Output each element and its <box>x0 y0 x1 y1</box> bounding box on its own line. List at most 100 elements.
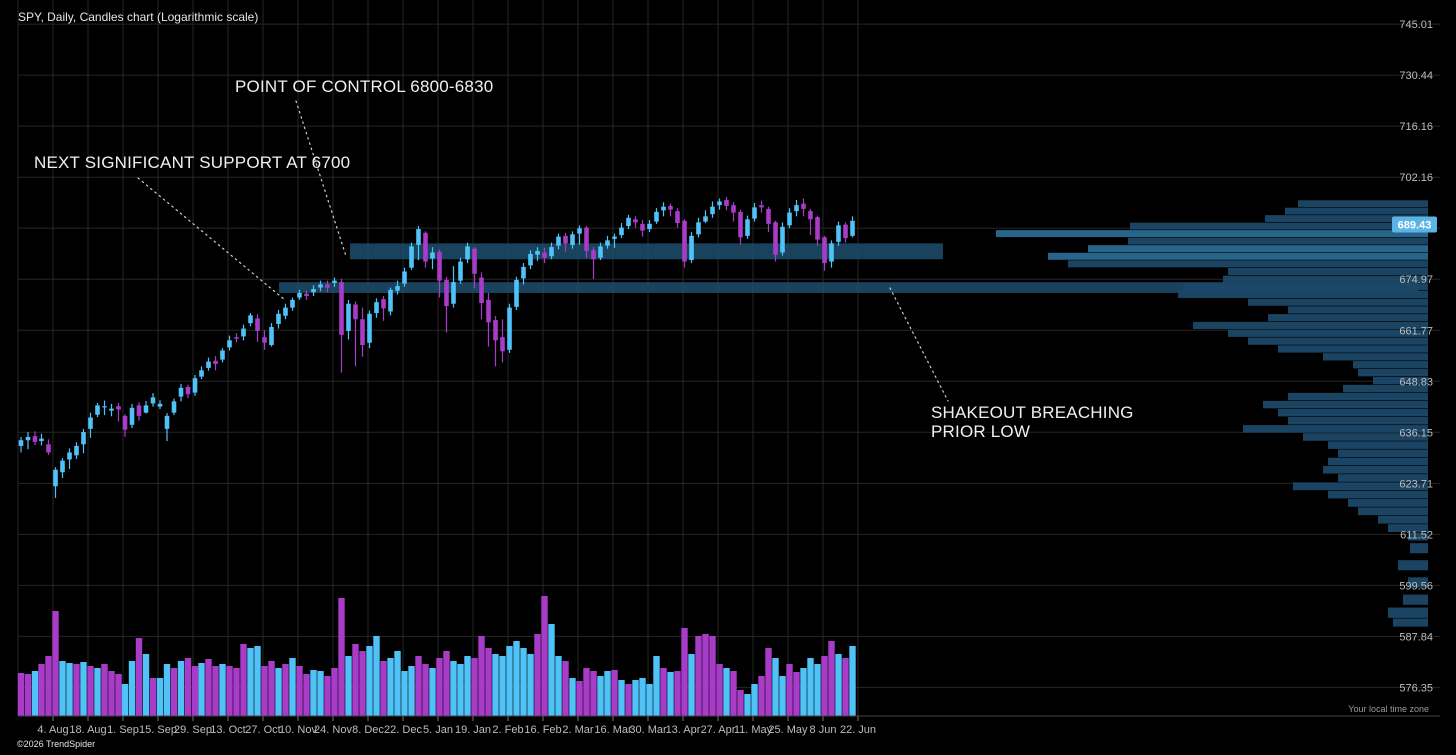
candle-body <box>423 232 428 262</box>
y-tick-label: 587.84 <box>1399 631 1433 643</box>
candle-body <box>472 248 477 274</box>
candle-body <box>164 415 170 429</box>
volume-bar <box>240 644 247 716</box>
candle-body <box>25 436 31 441</box>
candle-body <box>584 227 589 251</box>
x-tick-label: 8. Dec <box>352 724 384 736</box>
volume-bar <box>569 678 576 716</box>
volume-bar <box>639 678 646 716</box>
support-zones <box>279 243 1418 293</box>
profile-bar <box>1298 200 1428 208</box>
volume-bar <box>394 651 401 716</box>
profile-bar <box>1278 408 1428 417</box>
profile-bar <box>1128 237 1428 245</box>
timezone-label: Your local time zone <box>1348 704 1429 714</box>
x-tick-label: 22. Jun <box>840 724 876 736</box>
volume-profile <box>996 200 1428 627</box>
support-zone-2 <box>279 282 1418 293</box>
candle-body <box>374 302 379 314</box>
profile-bar <box>1243 425 1428 433</box>
candle-body <box>102 406 107 408</box>
candle-body <box>808 211 813 220</box>
x-tick-label: 11. May <box>734 724 773 736</box>
volume-bar <box>142 654 150 716</box>
volume-bar <box>163 664 171 716</box>
volume-bar <box>87 666 94 716</box>
candle-body <box>304 293 309 297</box>
y-tick-label: 745.01 <box>1399 19 1433 31</box>
volume-bar <box>653 656 660 716</box>
profile-bar <box>1228 267 1428 275</box>
volume-bar <box>338 598 345 716</box>
candle-body <box>850 220 855 236</box>
profile-bar <box>1278 345 1428 353</box>
candle-body <box>451 282 456 304</box>
candle-body <box>696 222 701 235</box>
candle-body <box>647 223 652 230</box>
volume-bar <box>807 658 814 716</box>
volume-bar <box>716 664 723 716</box>
volume-bar <box>324 676 331 716</box>
volume-bar <box>261 666 268 716</box>
candle-body <box>521 266 526 279</box>
annotation-support: NEXT SIGNIFICANT SUPPORT AT 6700 <box>34 153 351 172</box>
support-zone-1 <box>350 243 943 260</box>
y-tick-label: 636.15 <box>1399 427 1433 439</box>
profile-bar <box>1248 298 1428 306</box>
volume-bar <box>443 651 450 716</box>
volume-bar <box>667 672 674 716</box>
profile-bar <box>1410 543 1428 554</box>
volume-bar <box>401 671 408 716</box>
volume-bar <box>828 641 835 716</box>
y-tick-label: 576.35 <box>1399 682 1433 694</box>
volume-bar <box>457 664 464 716</box>
volume-bar <box>275 668 282 716</box>
volume-bar <box>604 671 611 716</box>
profile-bar <box>1348 499 1428 507</box>
profile-bar <box>1285 207 1428 215</box>
candle-body <box>430 252 435 259</box>
annotation-shakeout-1: SHAKEOUT BREACHING <box>931 403 1134 422</box>
volume-bar <box>17 673 25 716</box>
y-tick-label: 623.71 <box>1399 478 1433 490</box>
candle-body <box>199 370 204 377</box>
candle-body <box>549 247 554 257</box>
volume-bar <box>590 671 597 716</box>
volume-bar <box>471 658 478 716</box>
chart-title: SPY, Daily, Candles chart (Logarithmic s… <box>18 10 259 24</box>
candle-body <box>353 304 358 320</box>
profile-bar <box>1338 474 1428 482</box>
annotation-leader <box>889 287 949 402</box>
y-tick-label: 702.16 <box>1399 172 1433 184</box>
candle-body <box>346 303 351 331</box>
candle-body <box>458 261 463 281</box>
price-tag-bg <box>1392 216 1437 233</box>
volume-bar <box>702 634 709 716</box>
volume-bar <box>450 661 457 716</box>
volume-bar <box>842 658 849 716</box>
volume-bar <box>506 646 513 716</box>
volume-bar <box>331 668 338 716</box>
profile-bar <box>1338 449 1428 458</box>
candle-body <box>95 405 100 415</box>
candle-body <box>74 445 79 456</box>
profile-bar <box>1408 577 1428 588</box>
candle-body <box>514 279 519 307</box>
candle-body <box>332 280 337 283</box>
profile-bar <box>1353 361 1428 369</box>
x-tick-label: 13. Apr <box>666 724 701 736</box>
volume-bar <box>625 684 632 716</box>
candle-body <box>53 469 58 487</box>
candle-body <box>633 219 638 223</box>
volume-bar <box>555 656 562 716</box>
y-tick-label: 674.97 <box>1399 274 1433 286</box>
price-tag-value: 689.43 <box>1398 219 1432 231</box>
candle-body <box>822 237 827 264</box>
volume-bar <box>835 654 842 716</box>
volume-bar <box>156 678 164 716</box>
candle-body <box>318 284 323 288</box>
candle-body <box>39 438 44 442</box>
profile-bar <box>1178 290 1428 299</box>
profile-bar <box>1248 337 1428 345</box>
